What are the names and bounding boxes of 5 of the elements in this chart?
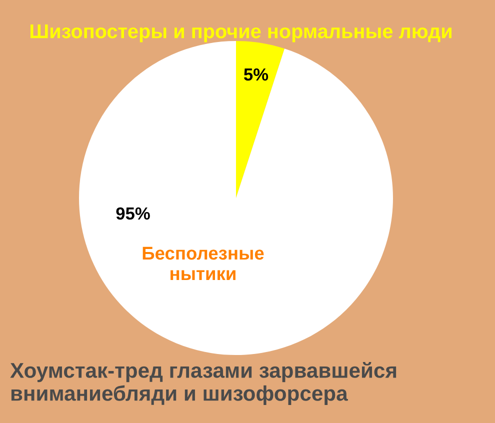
slice-label: Шизопостеры и прочие нормальные люди [30,24,452,42]
data-label: 5% [244,68,268,81]
text: Хоумстак-тред глазами зарвавшейся вниманиебляди и шизофорсера [10,362,396,406]
data-label: 95% [116,207,150,220]
slice-label: Бесполезные нытики [142,246,264,280]
